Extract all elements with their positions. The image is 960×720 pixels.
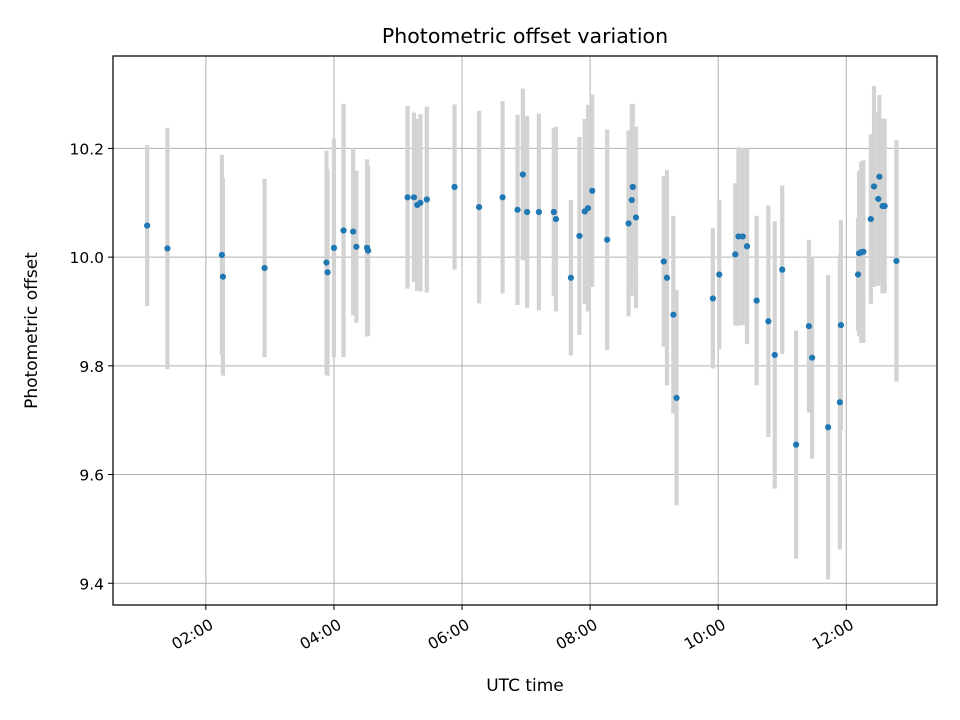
data-point [860,248,867,255]
data-point [535,208,542,216]
y-axis: 9.4 9.6 9.8 10.0 10.2 [69,140,113,593]
y-tick-label: 9.6 [79,467,104,485]
data-point [735,233,742,240]
data-point [519,171,526,178]
data-point [743,243,751,250]
data-point [663,274,671,281]
data-point [837,321,845,329]
data-point [550,208,557,216]
data-point [732,251,739,258]
data-point [628,196,635,204]
data-point [870,183,878,190]
data-point [324,269,331,276]
data-point [716,271,723,278]
data-point [476,204,483,211]
data-point [589,187,596,194]
data-point [825,424,832,431]
data-point [410,194,418,201]
data-point [423,196,430,203]
x-axis-title: UTC time [486,676,564,696]
data-point [261,264,268,272]
data-point [793,441,800,448]
data-point [219,273,227,280]
data-point [779,266,786,273]
data-point [739,233,746,240]
data-point [876,173,883,180]
y-tick-label: 9.8 [79,358,104,376]
data-point [404,194,411,201]
data-point [524,208,531,216]
data-point [364,247,372,254]
y-tick-label: 9.4 [79,575,104,593]
data-point [451,183,458,191]
y-tick-label: 10.0 [69,249,104,267]
y-tick-label: 10.2 [69,140,104,158]
data-point [765,318,772,325]
data-point [218,251,225,259]
data-point [323,259,330,266]
data-point [660,258,667,265]
data-point [893,257,900,265]
data-point [144,222,151,229]
data-point [753,297,760,304]
data-point [350,228,357,235]
data-point [340,227,347,234]
data-point [353,243,360,250]
data-point [805,323,813,330]
data-point [836,399,843,406]
data-point [164,245,171,252]
chart-title: Photometric offset variation [382,24,668,48]
data-point [330,244,338,251]
data-point [584,205,592,212]
plot-area-frame [112,55,938,606]
data-point [604,236,611,243]
data-point [632,214,640,221]
data-point [567,274,574,281]
data-point [499,194,506,201]
data-point [576,232,583,240]
y-axis-title: Photometric offset [22,252,42,409]
data-point [625,220,632,227]
data-point [867,215,874,223]
data-point [771,351,778,359]
data-point [881,202,888,210]
data-point [854,271,862,278]
data-point [673,394,680,402]
data-point [809,354,816,361]
data-point [552,215,560,223]
data-points [144,171,900,448]
data-point [417,199,424,206]
data-point [875,195,882,203]
data-point [709,295,716,302]
data-point [629,183,636,191]
data-point [670,311,677,318]
data-point [514,206,521,213]
